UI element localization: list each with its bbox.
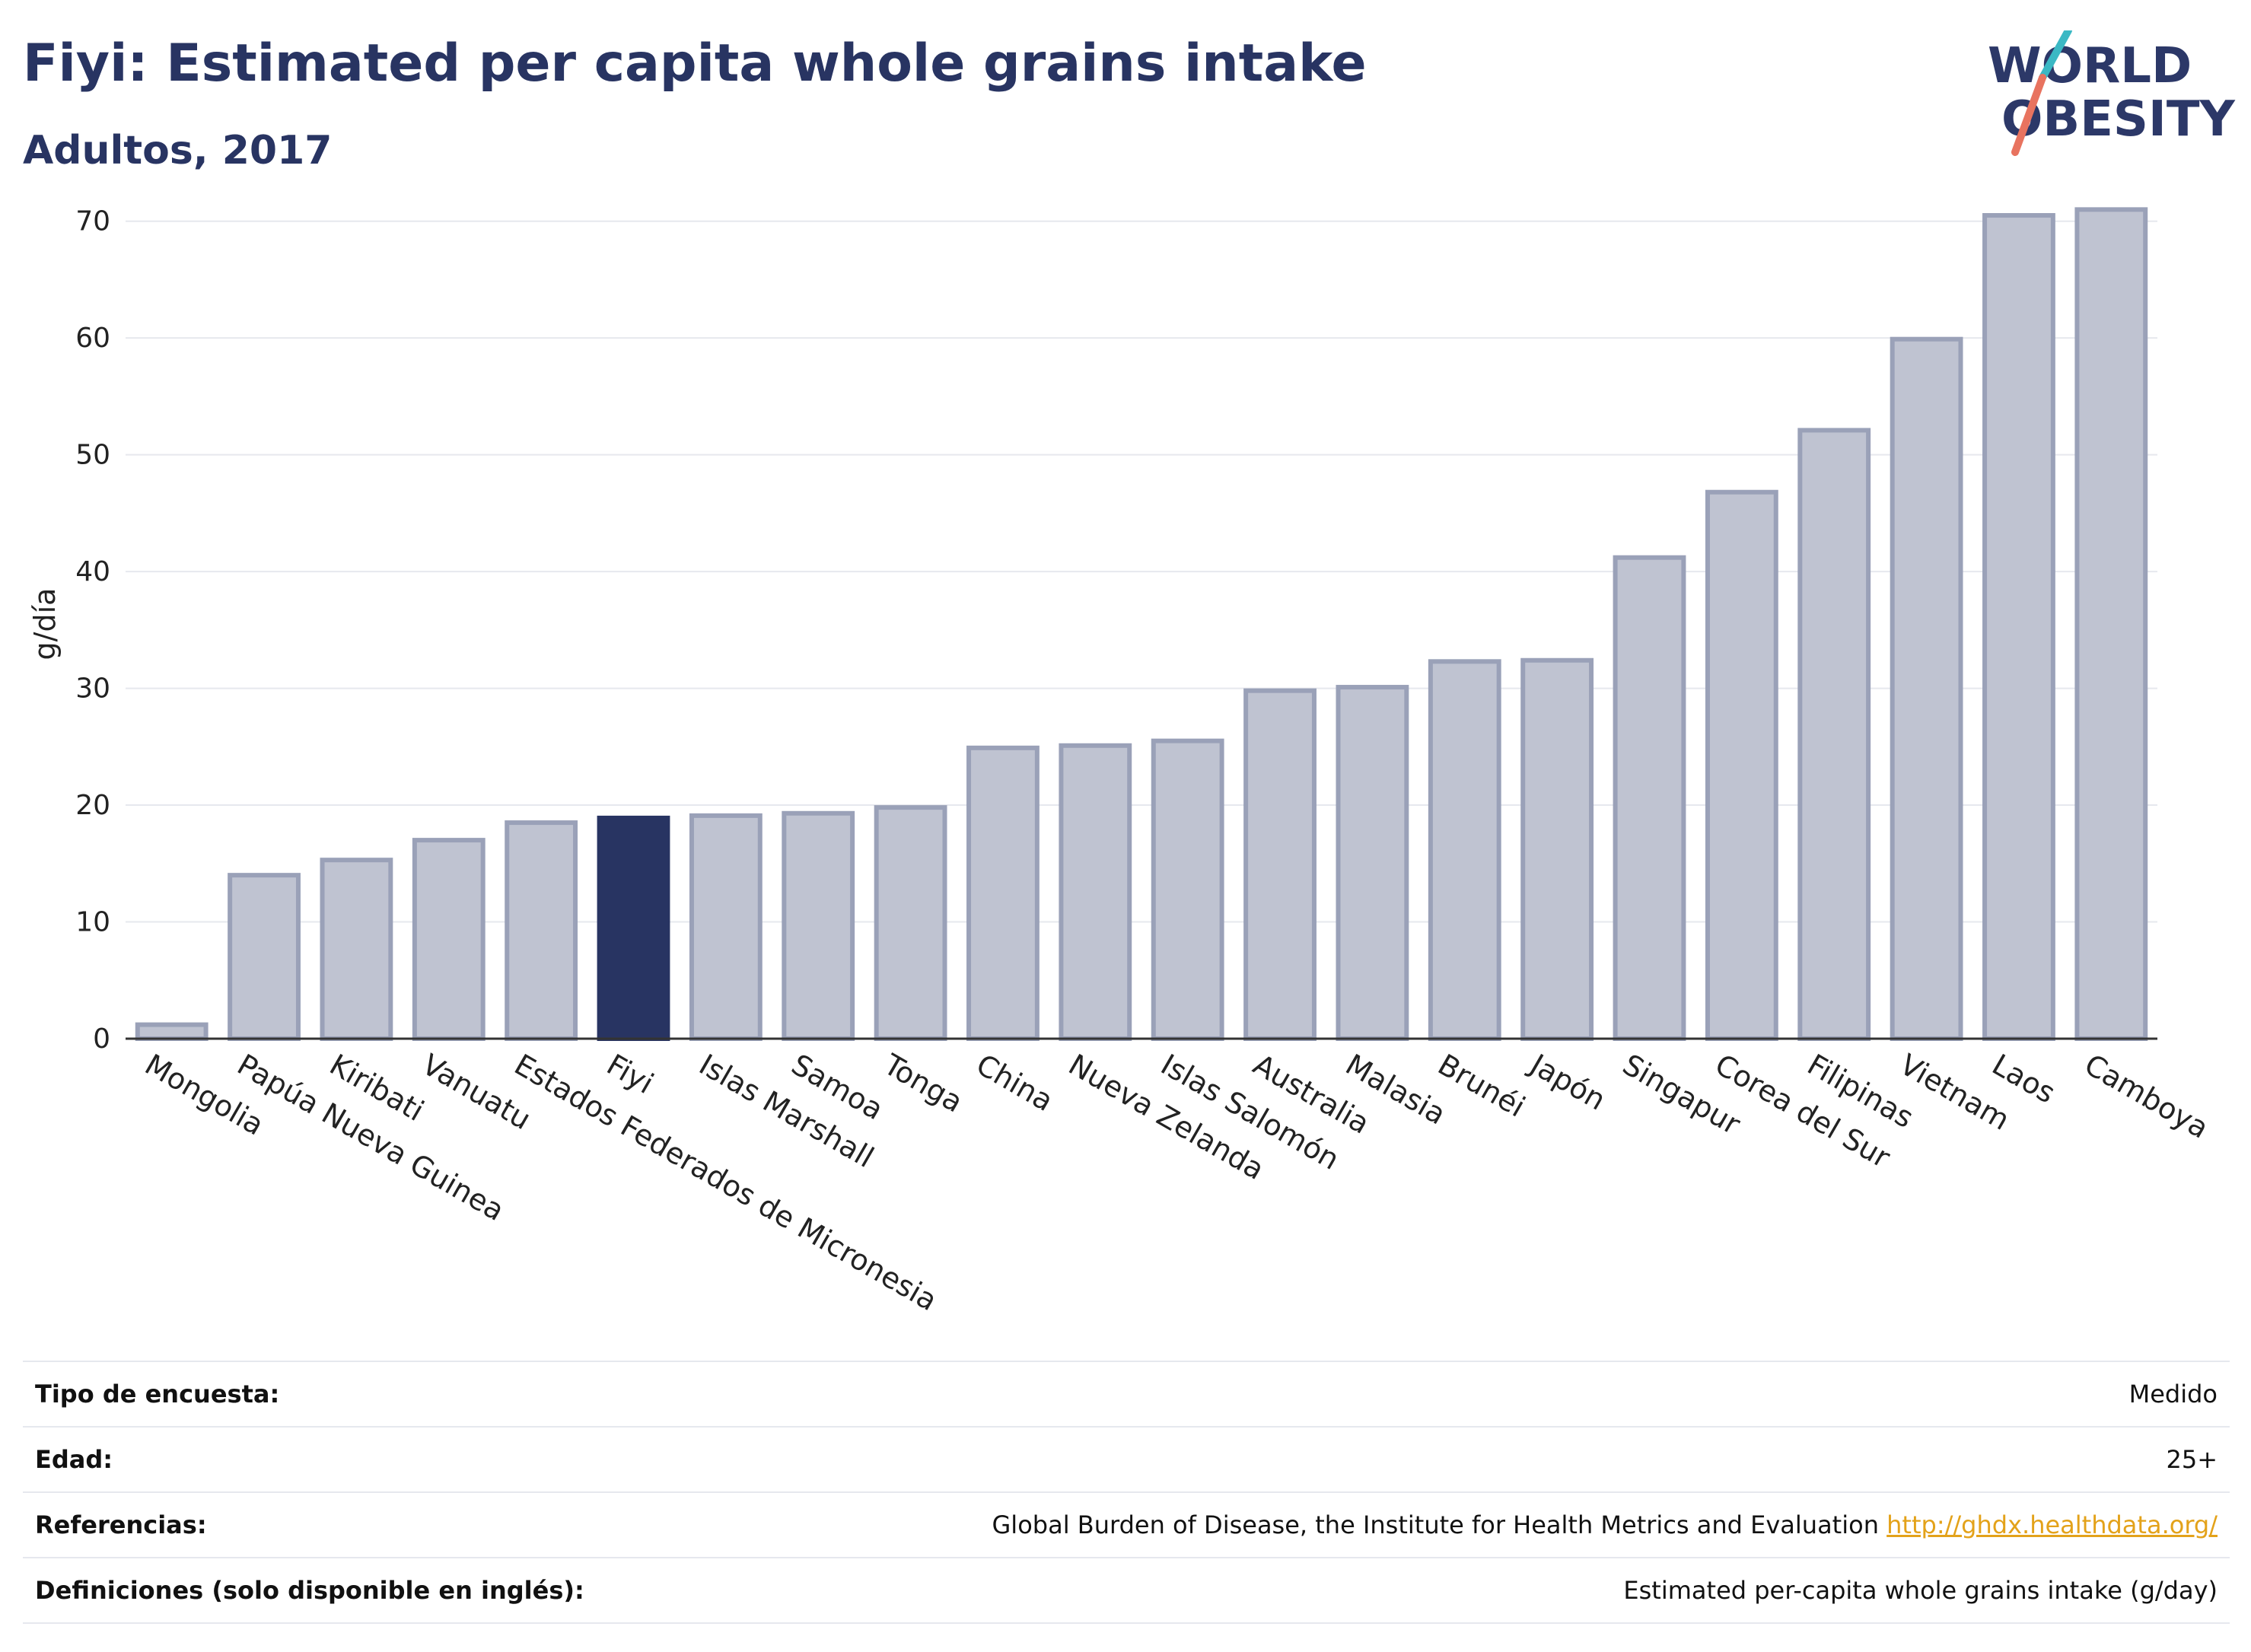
y-tick-label: 40 bbox=[75, 556, 110, 587]
bar bbox=[1982, 213, 2055, 1041]
definitions-value: Estimated per-capita whole grains intake… bbox=[712, 1557, 2230, 1624]
chart-title: Fiyi: Estimated per capita whole grains … bbox=[23, 33, 1367, 94]
survey-type-value: Medido bbox=[712, 1361, 2230, 1427]
bar bbox=[1797, 428, 1871, 1041]
bar bbox=[966, 745, 1040, 1042]
y-tick-label: 0 bbox=[93, 1023, 110, 1055]
y-tick-label: 30 bbox=[75, 673, 110, 705]
logo-slash-teal bbox=[2039, 30, 2072, 81]
bar bbox=[1428, 659, 1501, 1041]
bar bbox=[874, 805, 947, 1041]
bar bbox=[1151, 738, 1224, 1041]
bars bbox=[135, 207, 2148, 1042]
references-link[interactable]: http://ghdx.healthdata.org/ bbox=[1886, 1510, 2218, 1539]
x-tick-label: Japón bbox=[1523, 1047, 1611, 1117]
chart-subtitle: Adultos, 2017 bbox=[23, 128, 333, 173]
info-row-definitions: Definiciones (solo disponible en inglés)… bbox=[23, 1557, 2230, 1624]
bar bbox=[689, 813, 763, 1041]
bar bbox=[135, 1022, 209, 1042]
references-value: Global Burden of Disease, the Institute … bbox=[712, 1491, 2230, 1558]
y-tick-label: 70 bbox=[75, 206, 110, 237]
x-tick-label: Fiyi bbox=[601, 1048, 659, 1100]
bar bbox=[1520, 657, 1594, 1041]
bar bbox=[320, 858, 393, 1041]
survey-type-label: Tipo de encuesta: bbox=[23, 1361, 712, 1427]
age-value: 25+ bbox=[712, 1426, 2230, 1492]
bar bbox=[1243, 688, 1317, 1041]
x-tick-label: Tonga bbox=[877, 1047, 968, 1119]
bar bbox=[1336, 685, 1409, 1041]
bar bbox=[1890, 336, 1963, 1041]
x-tick-label: Brunéi bbox=[1432, 1048, 1530, 1124]
bar bbox=[597, 815, 670, 1041]
x-tick-label: China bbox=[970, 1048, 1059, 1118]
info-table: Tipo de encuesta: Medido Edad: 25+ Refer… bbox=[23, 1361, 2230, 1624]
y-tick-label: 10 bbox=[75, 907, 110, 938]
references-label: Referencias: bbox=[23, 1491, 712, 1558]
logo-slash-coral bbox=[2011, 74, 2046, 156]
bar bbox=[505, 820, 578, 1042]
bar bbox=[1613, 555, 1686, 1041]
bar bbox=[782, 810, 855, 1041]
y-tick-label: 20 bbox=[75, 790, 110, 821]
logo-line2: OBESITY bbox=[2001, 91, 2235, 148]
references-text: Global Burden of Disease, the Institute … bbox=[992, 1510, 1879, 1539]
bar bbox=[1705, 489, 1778, 1041]
info-row-survey: Tipo de encuesta: Medido bbox=[23, 1361, 2230, 1427]
info-row-age: Edad: 25+ bbox=[23, 1426, 2230, 1492]
logo-line1: WORLD bbox=[1988, 38, 2192, 94]
bar bbox=[228, 873, 301, 1042]
bar bbox=[2074, 207, 2148, 1042]
x-tick-label: Camboya bbox=[2079, 1048, 2214, 1145]
age-label: Edad: bbox=[23, 1426, 712, 1492]
definitions-label: Definiciones (solo disponible en inglés)… bbox=[23, 1557, 712, 1624]
info-row-references: Referencias: Global Burden of Disease, t… bbox=[23, 1491, 2230, 1558]
y-tick-label: 50 bbox=[75, 440, 110, 471]
y-tick-label: 60 bbox=[75, 323, 110, 354]
bar bbox=[1059, 743, 1132, 1041]
world-obesity-logo: WORLD OBESITY bbox=[1988, 30, 2235, 156]
bar bbox=[412, 838, 486, 1041]
y-axis-label: g/día bbox=[28, 588, 62, 660]
